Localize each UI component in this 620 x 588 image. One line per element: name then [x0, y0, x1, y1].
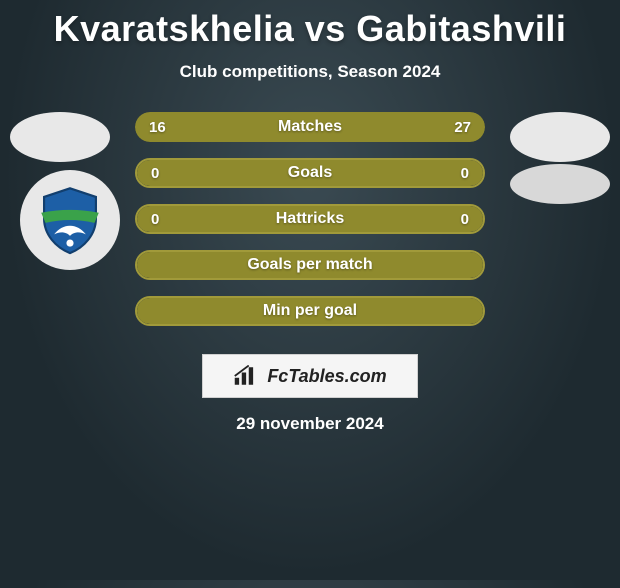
stat-value-right: 0: [461, 160, 469, 186]
stat-value-left: 0: [151, 160, 159, 186]
bar-chart-icon: [233, 365, 261, 387]
stat-bar: Goals0 0: [135, 158, 485, 188]
stat-label: Matches: [135, 112, 485, 142]
stat-bar: Goals per match: [135, 250, 485, 280]
stat-bar: Matches16 27: [135, 112, 485, 142]
fctables-badge: FcTables.com: [202, 354, 418, 398]
team-right-logo-placeholder: [510, 112, 610, 162]
page-subtitle: Club competitions, Season 2024: [0, 62, 620, 82]
stat-label: Goals: [137, 160, 483, 186]
stat-value-right: 27: [454, 112, 471, 142]
stat-bar: Min per goal: [135, 296, 485, 326]
stat-label: Hattricks: [137, 206, 483, 232]
stat-bar: Hattricks0 0: [135, 204, 485, 234]
fctables-label: FcTables.com: [267, 366, 386, 387]
stat-label: Min per goal: [137, 298, 483, 324]
page-title: Kvaratskhelia vs Gabitashvili: [0, 8, 620, 50]
stat-label: Goals per match: [137, 252, 483, 278]
snapshot-date: 29 november 2024: [0, 414, 620, 434]
team-left-logo-placeholder: [10, 112, 110, 162]
stat-value-left: 0: [151, 206, 159, 232]
stat-value-left: 16: [149, 112, 166, 142]
club-crest: [20, 170, 120, 270]
stat-value-right: 0: [461, 206, 469, 232]
team-right-logo-placeholder-2: [510, 164, 610, 204]
shield-icon: [34, 184, 106, 256]
stat-bars: Matches1627Goals00Hattricks00Goals per m…: [135, 112, 485, 342]
